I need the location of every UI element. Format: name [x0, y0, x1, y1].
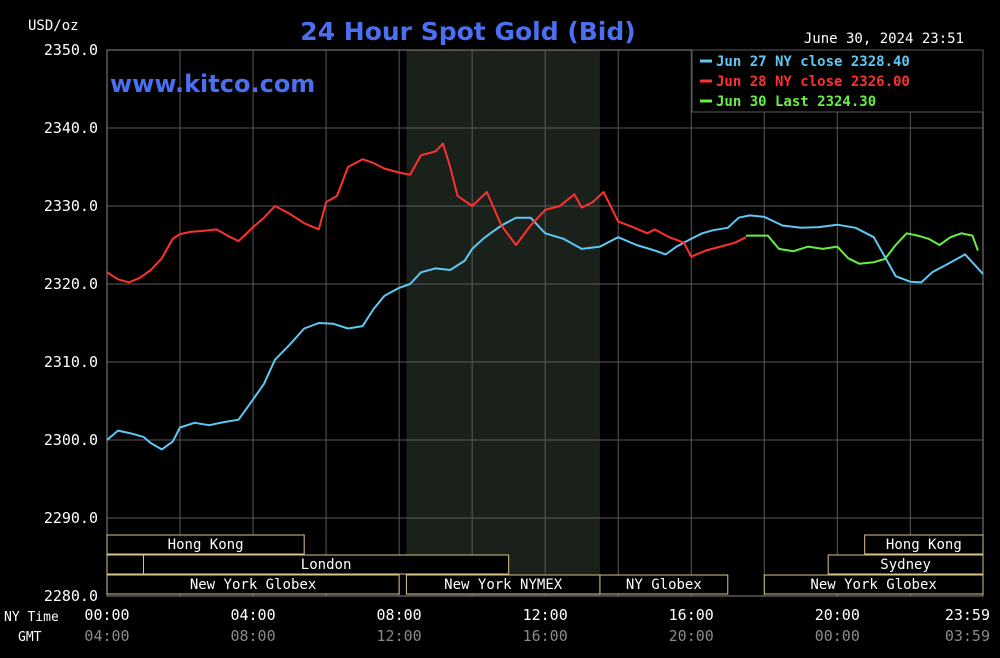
x-tick-gmt: 12:00: [377, 627, 422, 645]
x-tick-ny: 00:00: [84, 606, 129, 624]
session-label: Hong Kong: [886, 537, 962, 553]
market-sessions: Hong Kong Hong Kong Sydney London New York G…: [106, 534, 984, 595]
x-tick-ny: 20:00: [815, 606, 860, 624]
chart-title: 24 Hour Spot Gold (Bid): [300, 17, 635, 46]
y-tick-label: 2280.0: [44, 587, 98, 605]
x-row-label-ny: NY Time: [4, 610, 59, 625]
plot-frame: [106, 49, 984, 597]
grid-lines: [106, 49, 984, 597]
session-label: Hong Kong: [168, 537, 244, 553]
session-box: [143, 554, 510, 575]
x-row-label-gmt: GMT: [18, 630, 42, 645]
x-tick-ny: 23:59: [945, 606, 990, 624]
watermark: www.kitco.com: [110, 70, 315, 98]
session-label: London: [301, 557, 352, 573]
y-tick-label: 2340.0: [44, 119, 98, 137]
legend: Jun 27 NY close 2328.40 Jun 28 NY close 2…: [700, 54, 910, 110]
session-box: [106, 534, 305, 555]
x-tick-gmt: 20:00: [669, 627, 714, 645]
x-tick-gmt: 00:00: [815, 627, 860, 645]
y-tick-label: 2310.0: [44, 353, 98, 371]
x-tick-ny: 16:00: [669, 606, 714, 624]
legend-entry: Jun 28 NY close 2326.00: [716, 74, 910, 90]
y-tick-label: 2320.0: [44, 275, 98, 293]
y-tick-label: 2290.0: [44, 509, 98, 527]
x-tick-ny: 08:00: [377, 606, 422, 624]
y-axis-ticks: 2350.0 2340.0 2330.0 2320.0 2310.0 2300.0 2290…: [44, 41, 98, 605]
session-label: New York Globex: [190, 577, 316, 593]
legend-entry: Jun 30 Last 2324.30: [716, 94, 876, 110]
session-label: NY Globex: [626, 577, 702, 593]
x-axis-ticks: 00:00 04:00 08:00 12:00 16:00 20:00 23:59 04:00…: [84, 606, 990, 645]
y-axis-label: USD/oz: [28, 18, 79, 34]
series-line-1: [106, 142, 747, 284]
x-tick-gmt: 04:00: [84, 627, 129, 645]
session-box: [763, 574, 984, 595]
session-label: New York Globex: [810, 577, 936, 593]
session-box: [106, 554, 145, 575]
session-box: [864, 534, 984, 555]
nymex-session-band: [406, 50, 600, 596]
x-tick-gmt: 16:00: [523, 627, 568, 645]
session-label: Sydney: [880, 557, 931, 573]
x-tick-gmt: 08:00: [230, 627, 275, 645]
x-tick-ny: 12:00: [523, 606, 568, 624]
session-label: New York NYMEX: [444, 577, 563, 593]
x-tick-ny: 04:00: [230, 606, 275, 624]
series-lines: [106, 142, 984, 451]
x-tick-gmt: 03:59: [945, 627, 990, 645]
y-tick-label: 2300.0: [44, 431, 98, 449]
legend-box: [691, 49, 984, 113]
y-tick-label: 2350.0: [44, 41, 98, 59]
session-box: [827, 554, 984, 575]
timestamp: June 30, 2024 23:51: [804, 31, 964, 47]
session-box: [599, 574, 729, 595]
legend-entry: Jun 27 NY close 2328.40: [716, 54, 910, 70]
y-tick-label: 2330.0: [44, 197, 98, 215]
session-box: [106, 574, 400, 595]
series-line-2: [746, 232, 979, 265]
